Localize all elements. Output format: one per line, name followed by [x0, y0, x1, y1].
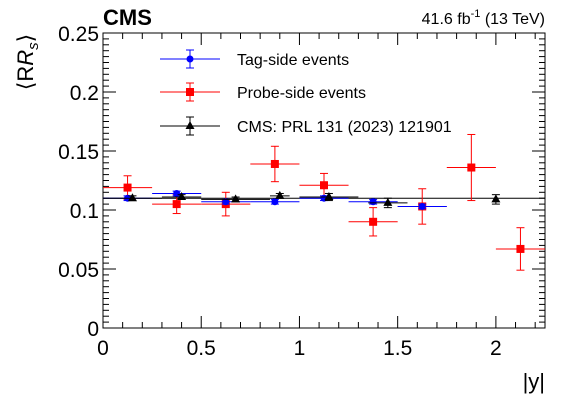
data-point: [491, 194, 501, 203]
data-point: [127, 193, 137, 202]
series-square: [103, 133, 545, 271]
x-tick-label: 2: [490, 337, 502, 360]
y-axis-label-subscript: s: [25, 42, 42, 50]
y-tick-label: 0.15: [58, 141, 99, 164]
x-tick-label: 0.5: [187, 337, 216, 360]
lumi-exponent: -1: [471, 8, 481, 20]
data-point: [383, 197, 393, 206]
y-axis-label-symbol: R: [13, 50, 38, 66]
data-point: [369, 198, 377, 206]
x-tick-label: 1.5: [383, 337, 412, 360]
data-point: [231, 194, 241, 203]
legend-marker: [185, 121, 195, 129]
data-point: [320, 181, 328, 190]
data-point: [222, 198, 230, 206]
lumi-energy: (13 TeV): [480, 11, 545, 28]
luminosity-label: 41.6 fb-1 (13 TeV): [422, 8, 545, 28]
y-axis-label: ⟨RRs⟩: [13, 34, 42, 90]
x-axis-label: |y|: [523, 369, 545, 394]
series-circle: [103, 189, 447, 210]
series-triangle: [103, 190, 501, 209]
data-point: [418, 202, 426, 210]
y-tick-label: 0.05: [58, 259, 99, 282]
y-tick-label: 0.25: [58, 23, 99, 46]
experiment-label: CMS: [103, 5, 152, 30]
y-tick-label: 0.2: [70, 82, 99, 105]
legend-marker: [186, 55, 194, 63]
data-point: [467, 163, 476, 172]
data-point: [324, 192, 334, 201]
legend-marker: [186, 88, 194, 96]
data-point: [369, 217, 378, 226]
y-tick-label: 0.1: [70, 200, 99, 223]
y-tick-label: 0: [87, 318, 99, 341]
y-axis-label-close: ⟩: [13, 34, 38, 43]
data-point: [172, 200, 181, 209]
legend-label: CMS: PRL 131 (2023) 121901: [237, 119, 452, 136]
legend-label: Probe-side events: [237, 85, 366, 102]
y-axis-label-main: ⟨R: [13, 66, 38, 90]
data-point: [177, 192, 187, 201]
data-point: [173, 189, 181, 197]
data-point: [123, 183, 132, 192]
data-point: [270, 159, 279, 168]
data-point: [275, 190, 285, 199]
svg-text:⟨RRs⟩: ⟨RRs⟩: [13, 34, 42, 90]
legend-label: Tag-side events: [237, 52, 349, 69]
x-tick-label: 0: [97, 337, 109, 360]
data-point: [271, 198, 279, 206]
data-point: [516, 244, 525, 253]
legend: Tag-side events Probe-side events CMS: PRL…: [160, 49, 452, 136]
x-tick-label: 1: [294, 337, 306, 360]
lumi-value: 41.6 fb: [422, 11, 471, 28]
